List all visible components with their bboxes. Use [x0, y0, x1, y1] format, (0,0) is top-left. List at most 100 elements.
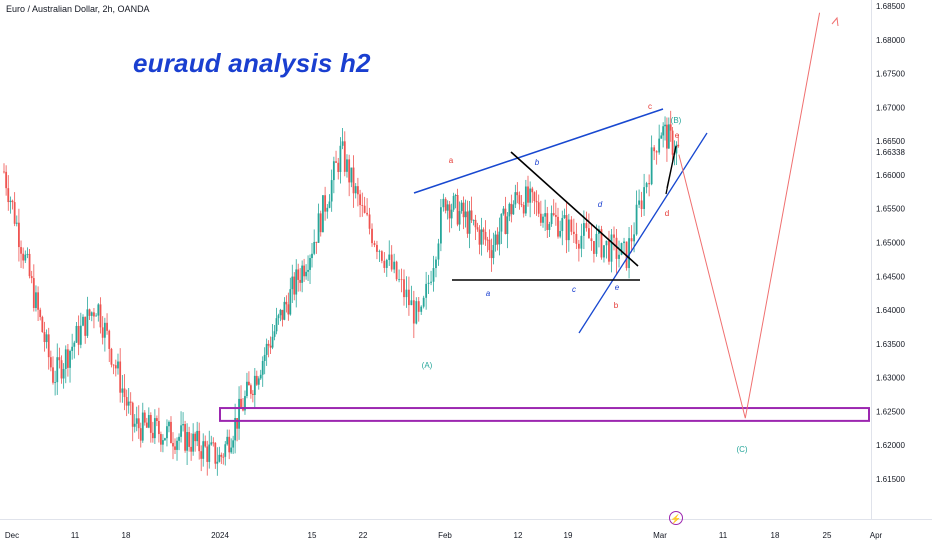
candle-body	[667, 124, 670, 149]
wave-label: a	[486, 289, 491, 298]
candle-body	[204, 441, 207, 447]
candle-body	[435, 259, 437, 269]
candle-body	[580, 235, 583, 249]
candle-body	[198, 430, 201, 452]
candle-body	[69, 350, 71, 368]
candle-body	[153, 418, 156, 439]
triangle-upper-line	[510, 151, 639, 267]
time-tick-label: 11	[719, 531, 728, 540]
time-scale[interactable]: Dec 11 18 2024 15 22 Feb 12 19 Mar 11 18 25 Apr	[0, 519, 932, 550]
candle-body	[162, 440, 164, 445]
candle-body	[559, 231, 562, 237]
candle-body	[620, 243, 623, 255]
wave-label: b	[614, 301, 619, 310]
candle-body	[539, 213, 542, 223]
price-scale[interactable]: 1.68500 1.68000 1.67500 1.67000 1.66500 1.663…	[871, 0, 932, 520]
candle-body	[317, 213, 320, 243]
candle-body	[149, 415, 152, 433]
candle-body	[565, 215, 568, 241]
candle-body	[143, 412, 146, 423]
drawing-layer	[219, 12, 870, 422]
candle-body	[335, 161, 337, 163]
price-tick-label: 1.66338	[876, 148, 905, 157]
candle-body	[448, 204, 451, 219]
time-tick-label: 22	[359, 531, 368, 540]
candle-body	[502, 208, 505, 214]
candle-body	[350, 167, 353, 183]
candle-body	[244, 396, 246, 411]
price-tick-label: 1.65000	[876, 239, 905, 248]
candle-body	[395, 261, 398, 280]
candle-body	[422, 297, 425, 307]
candle-body	[170, 421, 172, 443]
candle-body	[214, 442, 217, 464]
candle-body	[112, 364, 115, 366]
candle-body	[398, 279, 400, 281]
candle-body	[216, 461, 219, 464]
time-tick-label: 18	[122, 531, 131, 540]
candle-body	[450, 209, 453, 219]
candle-body	[430, 281, 432, 283]
candle-body	[261, 360, 264, 375]
price-axis: 1.68500 1.68000 1.67500 1.67000 1.66500 1.663…	[872, 2, 924, 484]
candle-body	[496, 234, 499, 245]
candle-body	[575, 233, 578, 244]
candle-body	[588, 228, 590, 239]
candle-body	[301, 265, 304, 283]
candle-body	[79, 325, 82, 345]
candle-body	[363, 205, 366, 213]
candle-body	[309, 258, 311, 270]
candle-body	[357, 186, 359, 195]
candle-body	[145, 422, 148, 428]
candle-body	[533, 192, 536, 202]
candle-body	[84, 316, 87, 336]
candle-body	[5, 171, 8, 189]
candle-body	[613, 234, 615, 238]
candle-body	[658, 138, 661, 153]
candle-body	[494, 234, 497, 246]
candle-body	[638, 200, 640, 205]
candle-body	[13, 202, 16, 224]
candle-body	[484, 231, 487, 240]
candle-body	[141, 412, 144, 441]
candle-body	[542, 216, 544, 223]
candle-body	[114, 365, 117, 369]
price-tick-label: 1.68000	[876, 36, 905, 45]
candle-body	[147, 415, 150, 428]
candle-body	[474, 219, 477, 228]
price-tick-label: 1.63500	[876, 340, 905, 349]
candle-body	[378, 251, 381, 253]
price-tick-label: 1.63000	[876, 374, 905, 383]
candle-body	[58, 357, 61, 361]
candle-body	[110, 348, 113, 365]
lightning-icon[interactable]: ⚡	[669, 511, 683, 525]
wave-label: a	[449, 156, 454, 165]
candle-body	[293, 276, 296, 295]
wave-label: e	[675, 131, 680, 140]
candle-body	[462, 202, 465, 218]
candle-body	[281, 309, 284, 320]
candle-body	[628, 238, 630, 269]
candle-body	[454, 195, 457, 196]
candle-body	[393, 261, 396, 270]
candle-body	[610, 234, 613, 262]
projection-path	[678, 12, 821, 419]
candle-body	[218, 454, 221, 462]
candle-body	[570, 219, 573, 232]
candle-body	[190, 446, 193, 452]
candle-body	[95, 315, 98, 317]
candle-body	[343, 141, 346, 172]
candle-body	[52, 367, 54, 383]
candle-body	[425, 283, 428, 298]
candle-body	[200, 451, 203, 459]
time-tick-label: 25	[823, 531, 832, 540]
candle-body	[524, 186, 527, 214]
candle-body	[527, 186, 529, 203]
candle-body	[71, 346, 74, 351]
wave-label: b	[535, 158, 540, 167]
candle-body	[194, 433, 197, 442]
candle-body	[446, 204, 449, 211]
candle-body	[366, 212, 368, 215]
